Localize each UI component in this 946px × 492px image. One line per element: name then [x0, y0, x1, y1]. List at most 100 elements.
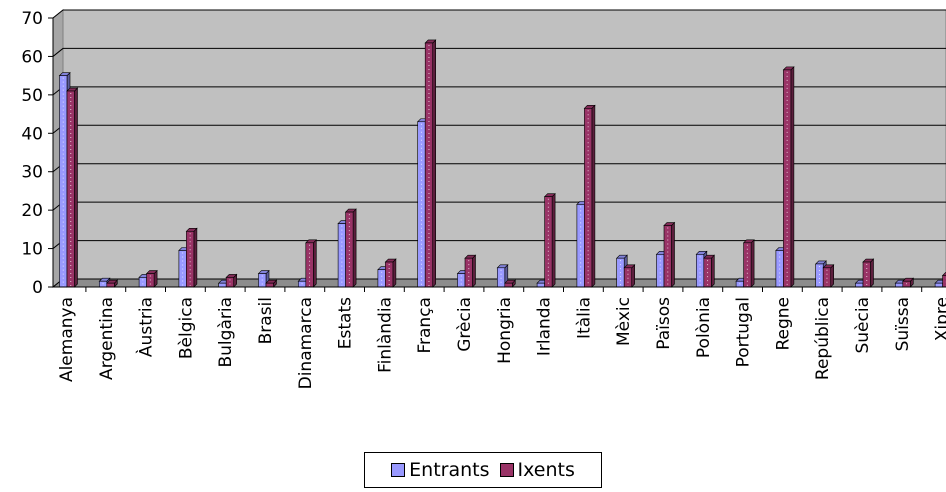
bar-ixents-5 [265, 279, 278, 288]
bar-ixents-9 [424, 39, 437, 288]
bar-front [504, 282, 513, 288]
bar-side [312, 239, 317, 288]
x-tick-label: Regne [773, 297, 793, 351]
bar-ixents-15 [663, 221, 676, 288]
x-tick-label: Finlàndia [375, 297, 395, 373]
y-tick-label: 50 [21, 86, 43, 106]
x-tick-label: França [415, 297, 435, 354]
bar-ixents-17 [742, 239, 755, 288]
bar-ixents-13 [583, 104, 596, 288]
x-tick-label: Mèxic [614, 297, 634, 346]
plot-area [51, 8, 946, 289]
y-tick-label: 20 [21, 201, 43, 221]
x-tick-label: Alemanya [57, 297, 77, 382]
legend-label-ixents: Ixents [517, 459, 575, 481]
bar-front [942, 275, 946, 288]
bar-side [392, 258, 397, 288]
bar-front [894, 282, 904, 288]
bar-front [783, 69, 792, 288]
x-tick-label: Dinamarca [296, 297, 316, 389]
bar-ixents-22 [941, 272, 946, 288]
x-tick-label: Brasil [256, 297, 276, 344]
legend-item-entrants: Entrants [391, 459, 490, 481]
bar-side [671, 221, 675, 288]
bar-ixents-6 [305, 239, 318, 288]
bar-ixents-0 [66, 87, 79, 288]
bar-front [265, 282, 274, 288]
axes [52, 18, 946, 292]
bar-front [862, 261, 871, 288]
x-axis-labels: Alemanya Argentina Àustria Bèlgica Bulgària B… [57, 297, 946, 390]
bar-front [218, 282, 227, 288]
bar-ixents-10 [464, 254, 477, 288]
x-tick-label: Polònia [694, 297, 714, 358]
bar-front [345, 211, 354, 288]
bar-ixents-18 [782, 66, 795, 288]
x-tick-label: Estats [336, 297, 356, 349]
legend-swatch-ixents [499, 463, 514, 477]
legend: Entrants Ixents [364, 452, 602, 488]
y-tick-label: 10 [21, 240, 43, 260]
gridline [52, 47, 946, 57]
bar-side [472, 254, 476, 288]
bar-side [432, 39, 437, 288]
x-tick-label: Grècia [455, 297, 475, 352]
bar-ixents-8 [384, 258, 397, 288]
bar-side [830, 264, 835, 288]
bar-front [815, 263, 824, 288]
bar-ixents-3 [185, 227, 198, 288]
legend-swatch-entrants [391, 463, 406, 477]
y-tick-label: 40 [21, 124, 43, 144]
bar-ixents-21 [902, 277, 915, 288]
bar-ixents-16 [703, 254, 716, 288]
bar-side [631, 264, 636, 288]
x-tick-label: Irlanda [535, 297, 555, 356]
bar-side [870, 258, 874, 288]
bar-side [551, 192, 556, 288]
bar-side [790, 66, 795, 288]
bar-front [695, 254, 705, 288]
bar-side [710, 254, 715, 288]
x-tick-label: Itàlia [574, 297, 594, 339]
bar-front [106, 282, 115, 288]
bar-side [591, 104, 596, 288]
y-axis-ticks: 0 10 20 30 40 50 60 70 [21, 9, 53, 298]
y-tick-label: 70 [21, 9, 43, 29]
bar-front [337, 223, 346, 288]
bar-front [934, 282, 943, 288]
bar-ixents-20 [862, 258, 875, 288]
bar-side [352, 208, 357, 288]
bar-front [225, 277, 234, 288]
bar-side [750, 239, 755, 288]
bar-side [193, 227, 198, 288]
bar-top [941, 272, 946, 276]
x-tick-label: Suïssa [893, 297, 913, 351]
x-tick-label: Països [654, 297, 674, 350]
bar-side [74, 87, 78, 288]
bar-ixents-11 [504, 279, 517, 288]
bar-front [385, 261, 394, 288]
x-tick-label: República [813, 297, 833, 380]
x-tick-label: Àustria [135, 297, 157, 357]
bar-ixents-1 [106, 279, 119, 288]
x-tick-label: Xipre [933, 297, 946, 341]
legend-item-ixents: Ixents [499, 459, 575, 481]
legend-label-entrants: Entrants [409, 459, 490, 481]
bar-ixents-19 [822, 264, 835, 288]
bar-ixents-4 [225, 273, 238, 288]
x-tick-label: Bulgària [216, 297, 236, 368]
x-tick-label: Bèlgica [176, 297, 196, 359]
bars [58, 39, 946, 288]
bar-ixents-12 [543, 192, 556, 288]
y-tick-label: 60 [21, 47, 43, 67]
x-tick-label: Portugal [734, 297, 754, 367]
x-tick-label: Hongria [495, 297, 515, 364]
bar-front [59, 75, 68, 288]
bar-front [536, 282, 545, 288]
y-tick-label: 0 [32, 278, 43, 298]
bar-ixents-2 [145, 269, 158, 288]
bar-front [656, 254, 665, 288]
bar-front [186, 230, 195, 288]
bar-front [855, 282, 864, 288]
